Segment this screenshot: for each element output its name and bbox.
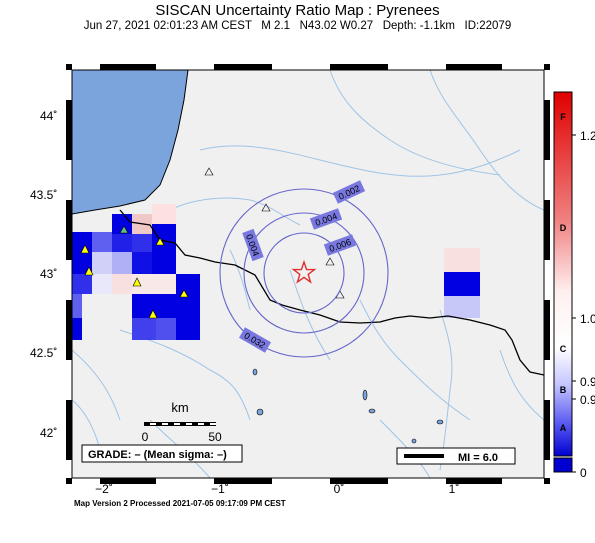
grade-letter: C — [560, 344, 567, 354]
grade-letter: D — [560, 223, 567, 233]
lon-label: 1˚ — [449, 482, 460, 496]
lon-label: 0˚ — [334, 482, 345, 496]
map-version-footer: Map Version 2 Processed 2021-07-05 09:17… — [74, 499, 286, 508]
border-line — [119, 209, 544, 376]
colorbar-value: 1.0 — [580, 312, 595, 326]
lat-label: 43.5˚ — [30, 188, 57, 202]
uncertainty-cells — [72, 204, 480, 340]
bay-of-biscay — [72, 70, 189, 215]
colorbar-value: 1.2 — [580, 129, 595, 143]
grade-text: GRADE: – (Mean sigma: –) — [88, 449, 227, 461]
contours — [219, 188, 389, 358]
grade-letter: B — [560, 385, 567, 395]
lat-label: 44˚ — [40, 109, 57, 123]
colorbar-value: 0.9 — [580, 375, 595, 389]
scale-label: 50 — [208, 430, 222, 444]
event-info: Jun 27, 2021 02:01:23 AM CEST M 2.1 N43.… — [83, 20, 512, 32]
longitude-labels: −2˚ −1˚ 0˚ 1˚ — [95, 482, 459, 496]
rivers — [72, 70, 544, 478]
stations — [80, 167, 345, 319]
lat-label: 42.5˚ — [30, 346, 57, 360]
epicenter-star-icon — [291, 259, 317, 284]
lat-label: 42˚ — [40, 426, 57, 440]
mi-text: MI = 6.0 — [458, 452, 498, 464]
lon-label: −2˚ — [95, 482, 113, 496]
grade-box: GRADE: – (Mean sigma: –) — [81, 444, 243, 463]
grade-letter: F — [560, 112, 566, 122]
colorbar: F D C B A 1.2 1.0 0.9 0.9 0 — [553, 91, 595, 480]
colorbar-value: 0.9 — [580, 393, 595, 407]
scale-label: 0 — [142, 430, 149, 444]
scale-bar-title: km — [171, 400, 188, 415]
colorbar-value: 0 — [580, 466, 587, 480]
map-title: SISCAN Uncertainty Ratio Map : Pyrenees — [155, 2, 440, 19]
latitude-labels: 44˚ 43.5˚ 43˚ 42.5˚ 42˚ — [30, 109, 57, 440]
lat-label: 43˚ — [40, 267, 57, 281]
grade-letter: A — [560, 423, 567, 433]
scale-bar: km 0 50 — [142, 400, 222, 444]
lon-label: −1˚ — [211, 482, 229, 496]
map-frame — [66, 64, 550, 484]
mi-box: MI = 6.0 — [396, 447, 516, 465]
